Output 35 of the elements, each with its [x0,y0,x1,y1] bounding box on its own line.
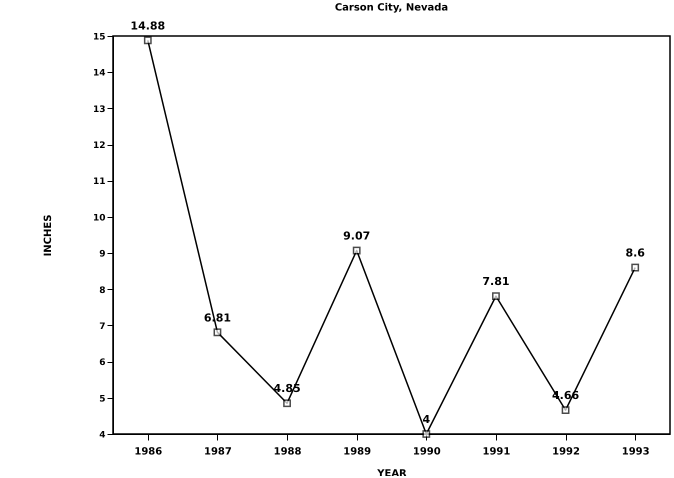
x-tick-label: 1988 [274,446,302,458]
data-label: 14.88 [130,19,166,32]
y-tick-label: 12 [92,141,106,152]
point [422,430,430,438]
point [562,406,570,414]
data-label: 9.07 [343,230,370,243]
x-tick-label: 1986 [134,446,162,458]
x-tick-label: 1992 [552,446,580,458]
y-tick-label: 9 [99,250,106,260]
y-tick-label: 15 [92,32,106,42]
y-tick-label: 11 [92,177,106,188]
x-tick-label: 1991 [482,446,510,458]
data-label: 7.81 [482,275,510,288]
x-tick-label: 1990 [412,446,441,458]
y-tick-label: 5 [99,394,106,404]
point [492,292,500,300]
data-label: 4 [422,413,430,426]
y-tick-label: 8 [99,286,106,296]
y-tick-label: 6 [99,358,106,368]
y-tick-label: 13 [92,104,106,115]
x-tick-label: 1989 [343,446,372,458]
x-tick-label: 1987 [204,446,232,458]
point [631,264,640,272]
data-label: 8.6 [625,246,646,260]
y-tick-label: 10 [92,213,106,224]
point [144,36,152,44]
y-tick-label: 4 [99,430,106,440]
y-tick-label: 14 [92,68,106,79]
y-tick-label: 7 [99,322,106,332]
point [283,399,291,408]
point [352,246,361,254]
x-tick-label: 1993 [622,446,650,458]
chart-title: Carson City, Nevada [334,2,448,14]
y-axis-title: INCHES [42,214,54,256]
point [214,328,222,336]
